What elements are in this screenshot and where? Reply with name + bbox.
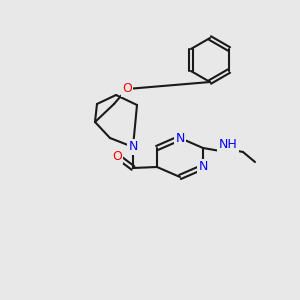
- Text: N: N: [128, 140, 138, 154]
- Text: N: N: [175, 131, 185, 145]
- Text: O: O: [112, 149, 122, 163]
- Text: O: O: [122, 82, 132, 95]
- Text: N: N: [198, 160, 208, 173]
- Text: NH: NH: [219, 139, 237, 152]
